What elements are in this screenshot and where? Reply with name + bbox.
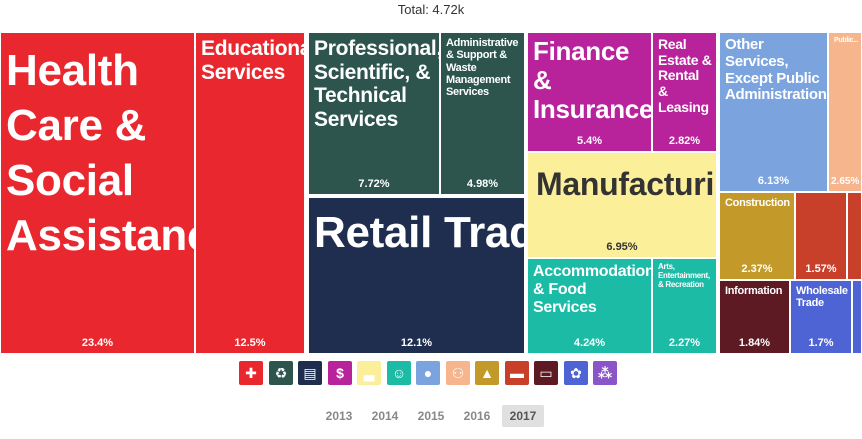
tile-value: 1.84% (738, 337, 771, 349)
tile-value: 5.4% (576, 135, 603, 147)
treemap-tile[interactable]: Real Estate & Rental & Leasing 2.82% (652, 32, 717, 152)
storefront-icon[interactable]: ▤ (298, 361, 322, 385)
tile-value: 2.27% (668, 337, 701, 349)
treemap-chart: Health Care & Social Assistance 23.4% Educ… (0, 32, 862, 354)
tile-label: Manufacturing (536, 166, 716, 202)
treemap-tile[interactable]: 1.57% (795, 192, 847, 280)
tile-value: 7.72% (358, 178, 390, 190)
gear-box-icon[interactable]: ✿ (564, 361, 588, 385)
money-icon[interactable]: $ (328, 361, 352, 385)
tile-label: Public... (834, 37, 859, 44)
treemap-tile[interactable]: Educational Services 12.5% (195, 32, 305, 354)
treemap-tile[interactable]: Health Care & Social Assistance 23.4% (0, 32, 195, 354)
tile-value: 2.37% (741, 263, 773, 275)
treemap-tile[interactable]: Information 1.84% (719, 280, 790, 354)
factory-icon[interactable]: ▃ (357, 361, 381, 385)
tile-label: Finance & Insurance (533, 36, 652, 125)
year-selector: 2013 2014 2015 2016 2017 (0, 405, 862, 429)
treemap-tile[interactable]: Manufacturing 6.95% (527, 152, 717, 258)
tile-label: Retail Trade (314, 208, 524, 257)
tile-value: 1.57% (805, 263, 837, 275)
cone-icon[interactable]: ▲ (475, 361, 499, 385)
tile-value: 12.1% (400, 337, 433, 349)
tile-label: Other Services, Except Public Administra… (725, 36, 827, 104)
treemap-tile[interactable]: Retail Trade 12.1% (308, 197, 525, 354)
tile-value: 12.5% (234, 337, 266, 349)
tile-value: 23.4% (81, 337, 114, 349)
tile-label: Information (725, 285, 783, 297)
tile-value: 2.65% (831, 176, 860, 187)
total-label: Total: 4.72k (397, 2, 465, 17)
tile-label: Administrative & Support & Waste Managem… (446, 37, 519, 99)
treemap-tile[interactable]: Wholesale Trade 1.7% (790, 280, 852, 354)
tile-label: Health Care & Social Assistance (6, 46, 194, 260)
theater-masks-icon[interactable]: ☺ (387, 361, 411, 385)
treemap-tile[interactable]: Arts, Entertainment, & Recreation 2.27% (652, 258, 717, 354)
year-button-2014[interactable]: 2014 (371, 409, 399, 423)
year-button-2017[interactable]: 2017 (502, 405, 544, 427)
cross-icon[interactable]: ✚ (239, 361, 263, 385)
tile-label: Arts, Entertainment, & Recreation (658, 262, 710, 289)
treemap-tile[interactable]: Construction 2.37% (719, 192, 795, 280)
recycle-icon[interactable]: ♻ (269, 361, 293, 385)
tile-label: Construction (725, 197, 790, 209)
tile-label: Educational Services (201, 37, 304, 84)
truck-icon[interactable]: ▬ (505, 361, 529, 385)
treemap-tile[interactable]: Finance & Insurance 5.4% (527, 32, 652, 152)
treemap-tile[interactable]: Professional, Scientific, & Technical Se… (308, 32, 440, 195)
tile-value: 4.98% (466, 178, 499, 190)
tile-label: Real Estate & Rental & Leasing (658, 36, 712, 115)
people-icon[interactable]: ⚇ (446, 361, 470, 385)
tile-value: 4.24% (573, 337, 606, 349)
computer-icon[interactable]: ▭ (534, 361, 558, 385)
treemap-tile[interactable] (852, 280, 862, 354)
tile-value: 6.13% (757, 175, 790, 187)
tile-label: Accommodation & Food Services (533, 263, 652, 316)
tile-value: 1.7% (808, 337, 834, 349)
sector-icon-bar: ✚ ♻ ▤ $ ▃ ☺ ● ⚇ ▲ ▬ ▭ ✿ ⁂ (0, 361, 862, 387)
treemap-tile[interactable]: Public... 2.65% (828, 32, 862, 192)
tile-value: 2.82% (668, 135, 701, 147)
treemap-tile[interactable] (847, 192, 862, 280)
tile-label: Professional, Scientific, & Technical Se… (314, 37, 440, 131)
year-button-2013[interactable]: 2013 (325, 409, 353, 423)
treemap-tile[interactable]: Other Services, Except Public Administra… (719, 32, 828, 192)
tile-value: 6.95% (606, 241, 638, 253)
tile-label: Wholesale Trade (796, 285, 848, 310)
treemap-tile[interactable]: Administrative & Support & Waste Managem… (440, 32, 525, 195)
person-icon[interactable]: ● (416, 361, 440, 385)
treemap-tile[interactable]: Accommodation & Food Services 4.24% (527, 258, 652, 354)
year-button-2016[interactable]: 2016 (463, 409, 491, 423)
wheat-icon[interactable]: ⁂ (593, 361, 617, 385)
year-button-2015[interactable]: 2015 (417, 409, 445, 423)
